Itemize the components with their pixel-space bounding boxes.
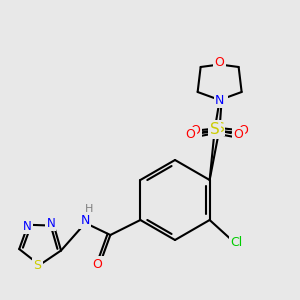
Text: O: O — [215, 56, 225, 68]
Text: N: N — [23, 220, 32, 233]
Text: O: O — [92, 257, 102, 271]
Text: N: N — [46, 217, 55, 230]
Text: S: S — [34, 260, 42, 272]
Text: N: N — [81, 214, 90, 227]
Text: O: O — [234, 128, 244, 141]
Text: N: N — [215, 94, 224, 106]
Text: Cl: Cl — [230, 236, 243, 248]
Text: N: N — [217, 94, 226, 106]
Text: S: S — [215, 121, 224, 135]
Text: O: O — [191, 124, 201, 137]
Text: S: S — [210, 122, 220, 137]
Text: O: O — [239, 124, 249, 137]
Text: O: O — [186, 128, 196, 141]
Text: H: H — [85, 204, 94, 214]
